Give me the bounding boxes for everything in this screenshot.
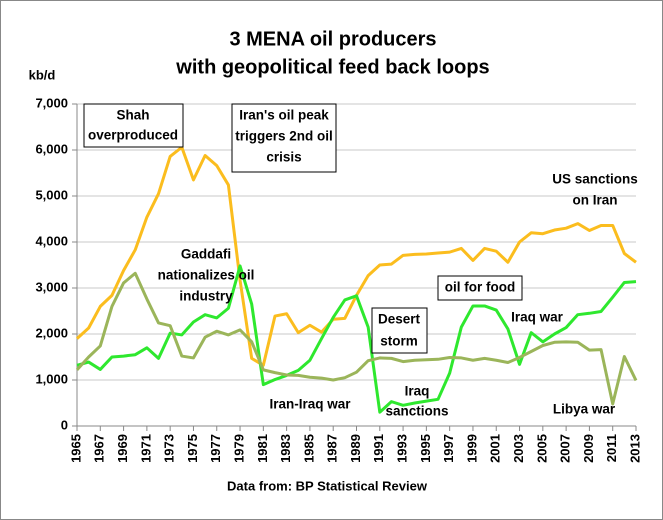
annotation: Libya war [553,402,616,417]
x-tick-label: 2011 [604,434,619,462]
x-tick-label: 1977 [208,434,223,463]
y-tick-label: 2,000 [35,325,68,340]
x-tick-label: 1997 [441,434,456,463]
annotation: Iraq [405,384,430,399]
annotation: nationalizes oil [158,268,255,283]
annotation-box [231,103,337,173]
y-tick-label: 5,000 [35,187,68,202]
source-note: Data from: BP Statistical Review [227,478,428,493]
x-tick-label: 1981 [255,434,270,463]
series-line [76,264,637,414]
x-tick-label: 2009 [581,434,596,463]
series-line [75,271,638,406]
x-tick-label: 1985 [301,434,316,463]
y-tick-label: 3,000 [35,279,68,294]
x-tick-label: 2013 [627,434,642,463]
x-tick-label: 1987 [325,434,340,463]
annotation: crisis [266,150,301,165]
chart-title: 3 MENA oil producers [229,28,436,50]
annotation: storm [380,334,418,349]
annotation: Shah [116,108,149,123]
y-tick-label: 0 [61,417,68,432]
x-tick-label: 1995 [418,434,433,463]
annotation: overproduced [88,128,178,143]
x-tick-label: 1967 [92,434,107,463]
annotation: triggers 2nd oil [235,129,333,144]
y-tick-label: 7,000 [35,95,68,110]
x-tick-label: 1971 [138,434,153,463]
x-tick-label: 2005 [534,434,549,463]
annotation: US sanctions [552,172,638,187]
x-tick-label: 2007 [558,434,573,463]
annotation: industry [179,289,233,304]
x-tick-label: 1973 [162,434,177,463]
x-tick-label: 1983 [278,434,293,463]
annotation: Iran's oil peak [239,108,329,123]
chart-title: with geopolitical feed back loops [175,56,489,78]
x-tick-label: 1979 [231,434,246,463]
x-tick-label: 1975 [185,434,200,463]
annotation: Iraq war [511,310,564,325]
y-tick-label: 6,000 [35,141,68,156]
annotation: Iran-Iraq war [269,397,351,412]
x-tick-label: 2003 [511,434,526,463]
annotation: Gaddafi [181,247,231,262]
x-tick-label: 1969 [115,434,130,463]
annotation: sanctions [385,404,448,419]
annotation: on Iran [572,193,617,208]
y-tick-label: 1,000 [35,371,68,386]
x-tick-label: 2001 [488,434,503,463]
annotation-box [437,275,523,301]
annotation: Desert [378,312,421,327]
x-tick-label: 1999 [464,434,479,463]
annotation-box [83,103,184,148]
annotation: oil for food [445,280,515,295]
x-tick-label: 1989 [348,434,363,463]
annotation-box [371,307,428,354]
y-tick-label: 4,000 [35,233,68,248]
x-tick-label: 1965 [68,434,83,463]
x-tick-label: 1991 [371,434,386,463]
x-tick-label: 1993 [395,434,410,463]
y-axis-label: kb/d [29,67,56,82]
